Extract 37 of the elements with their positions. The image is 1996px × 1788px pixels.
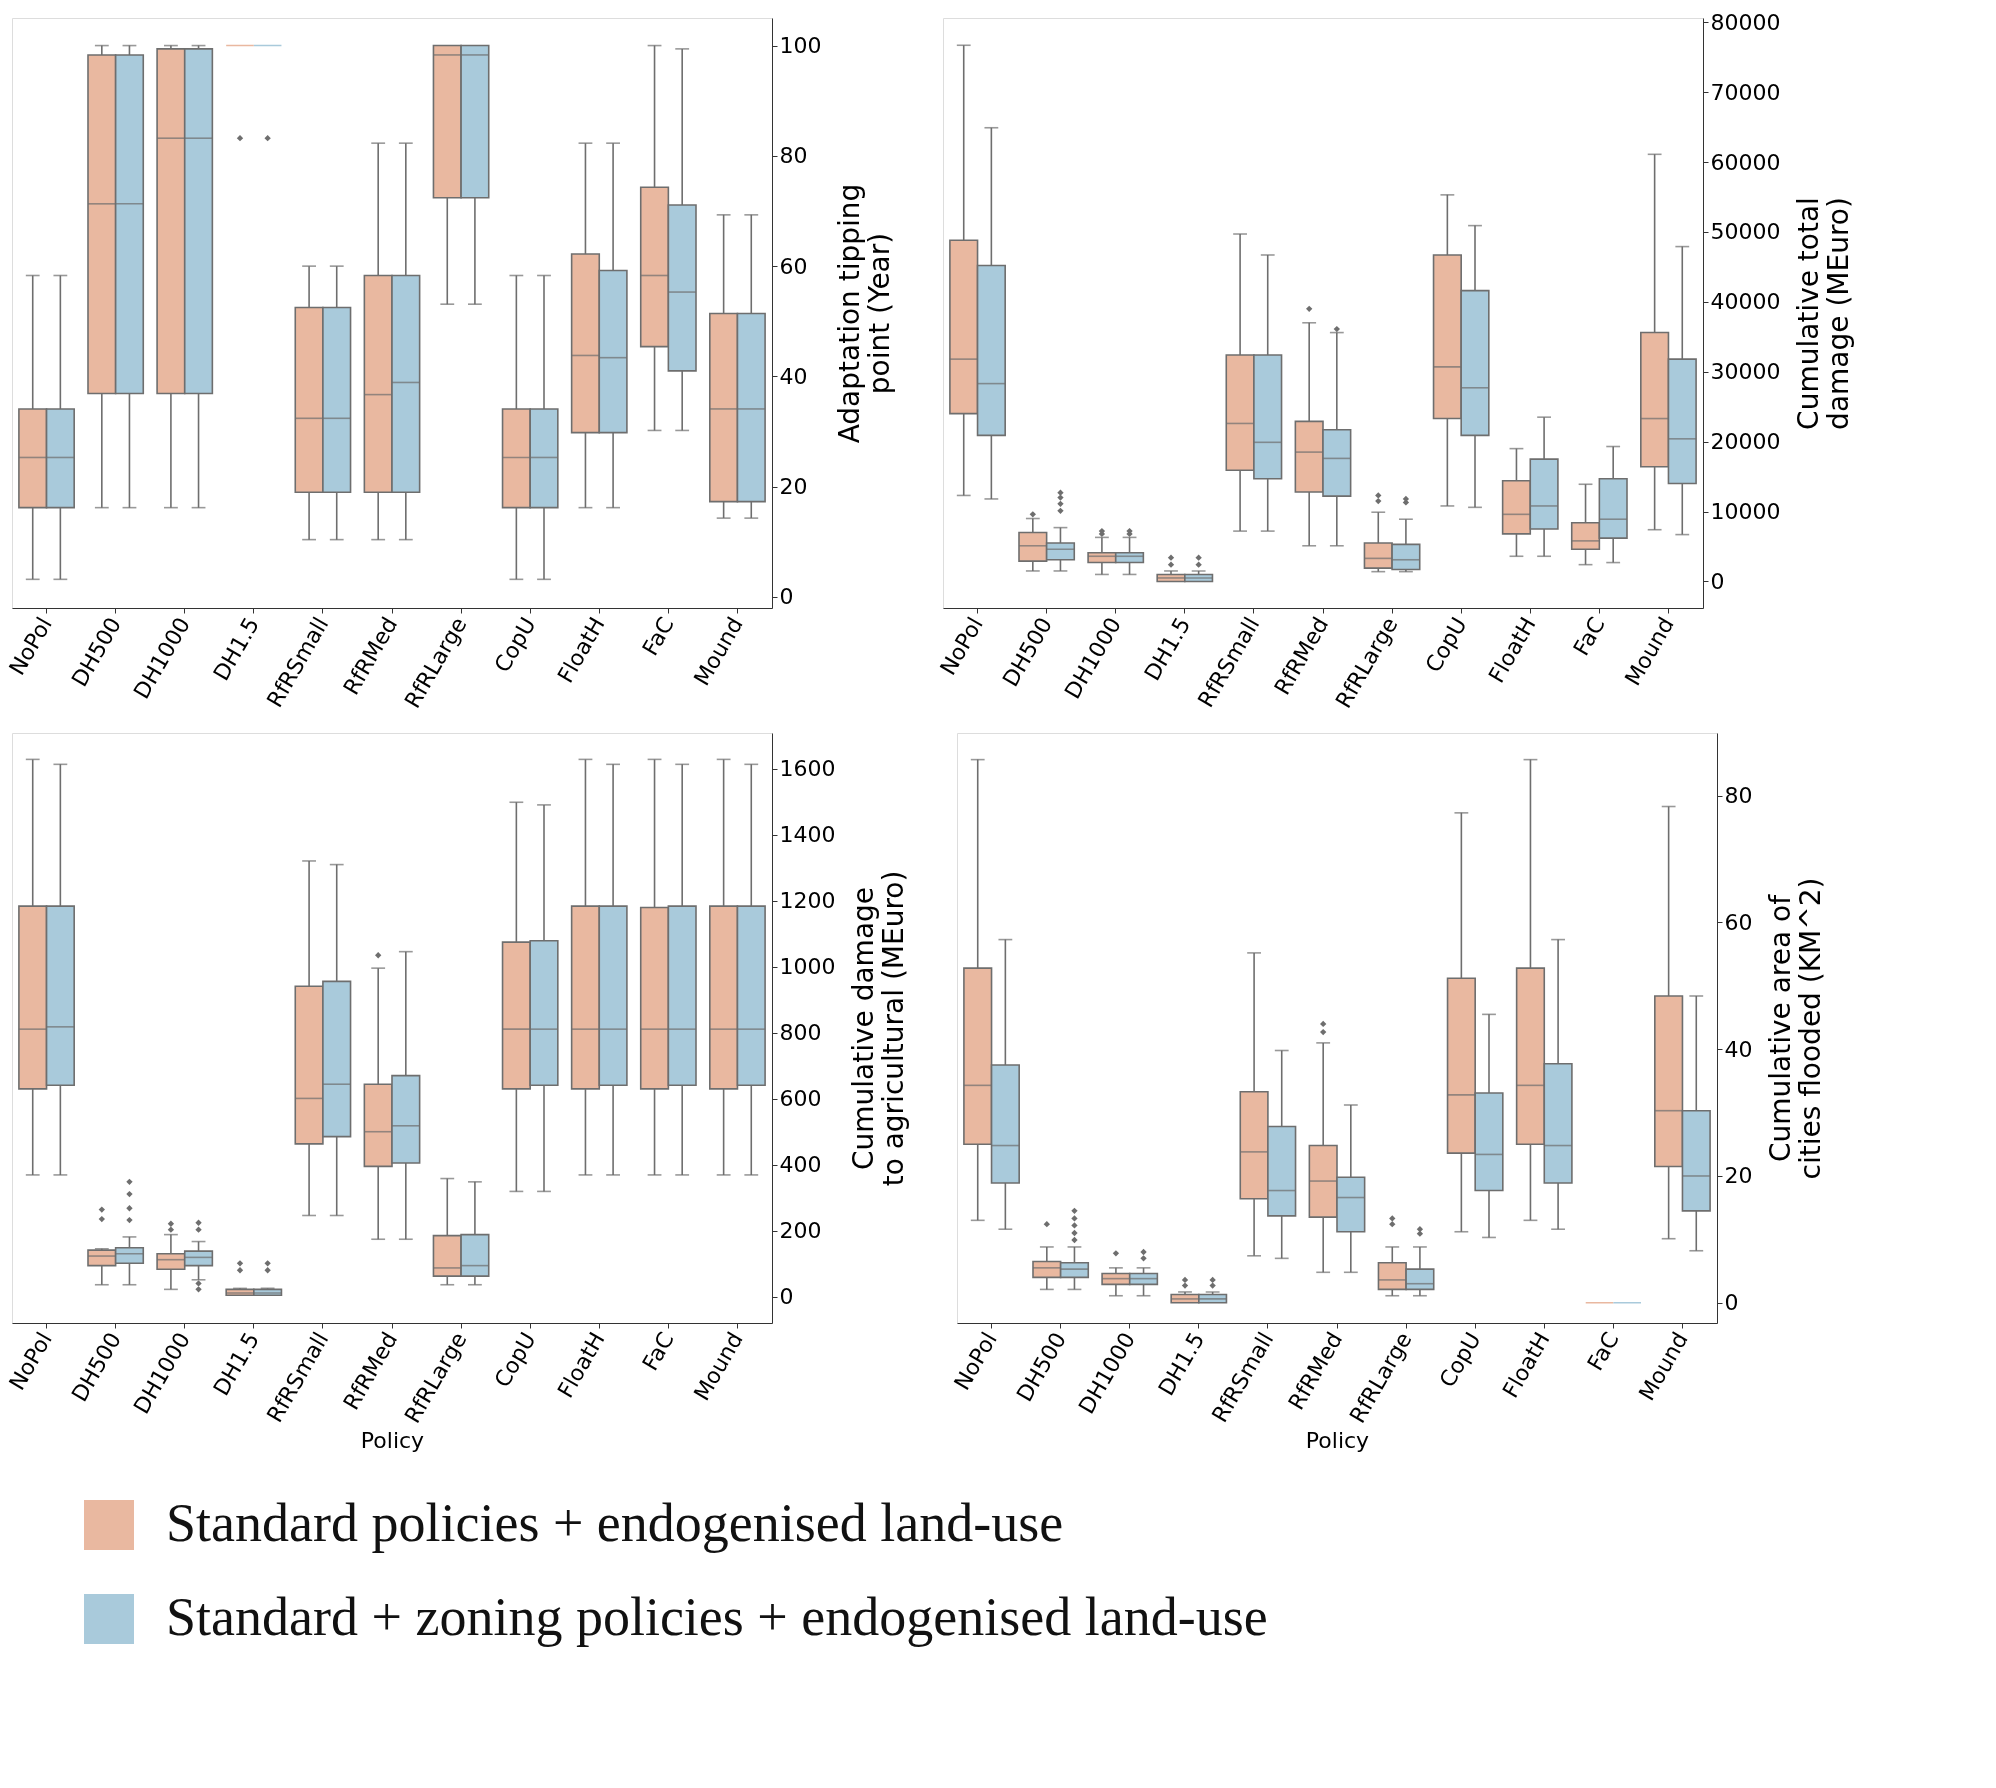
- legend-label: Standard policies + endogenised land-use: [166, 1493, 1064, 1553]
- y-tick-label: 800: [779, 1020, 822, 1046]
- y-axis-title: Cumulative area of cities flooded (KM^2): [1764, 877, 1828, 1180]
- y-tick-label: 1600: [779, 756, 836, 782]
- y-tick-label: 40000: [1710, 289, 1781, 315]
- y-tick-label: 0: [779, 1284, 794, 1310]
- y-tick-label: 60: [1724, 909, 1753, 935]
- y-tick-label: 100: [779, 33, 822, 59]
- y-tick-label: 80: [1724, 783, 1753, 809]
- y-tick-label: 80: [779, 143, 808, 169]
- x-axis-title: Policy: [1305, 1427, 1370, 1453]
- y-tick-label: 10000: [1710, 499, 1781, 525]
- y-tick-label: 50000: [1710, 219, 1781, 245]
- y-axis-title: Adaptation tipping point (Year): [833, 183, 897, 444]
- y-tick-label: 0: [1724, 1290, 1739, 1316]
- y-tick-label: 1200: [779, 888, 836, 914]
- y-tick-label: 20000: [1710, 429, 1781, 455]
- y-tick-label: 20: [779, 474, 808, 500]
- y-tick-label: 60: [779, 253, 808, 279]
- y-tick-label: 30000: [1710, 359, 1781, 385]
- x-axis-title: Policy: [360, 1427, 425, 1453]
- y-tick-label: 1400: [779, 822, 836, 848]
- y-axis-title: Cumulative damage to agricultural (MEuro): [847, 870, 911, 1187]
- y-tick-label: 40: [779, 363, 808, 389]
- y-tick-label: 1000: [779, 954, 836, 980]
- y-tick-label: 20: [1724, 1163, 1753, 1189]
- y-tick-label: 0: [779, 584, 794, 610]
- y-tick-label: 40: [1724, 1036, 1753, 1062]
- y-tick-label: 0: [1710, 568, 1725, 594]
- y-tick-label: 60000: [1710, 149, 1781, 175]
- y-tick-label: 400: [779, 1152, 822, 1178]
- y-axis-title: Cumulative total damage (MEuro): [1792, 197, 1856, 430]
- legend-label: Standard + zoning policies + endogenised land-use: [166, 1587, 1268, 1647]
- y-tick-label: 80000: [1710, 9, 1781, 35]
- y-tick-label: 70000: [1710, 79, 1781, 105]
- y-tick-label: 600: [779, 1086, 822, 1112]
- y-tick-label: 200: [779, 1218, 822, 1244]
